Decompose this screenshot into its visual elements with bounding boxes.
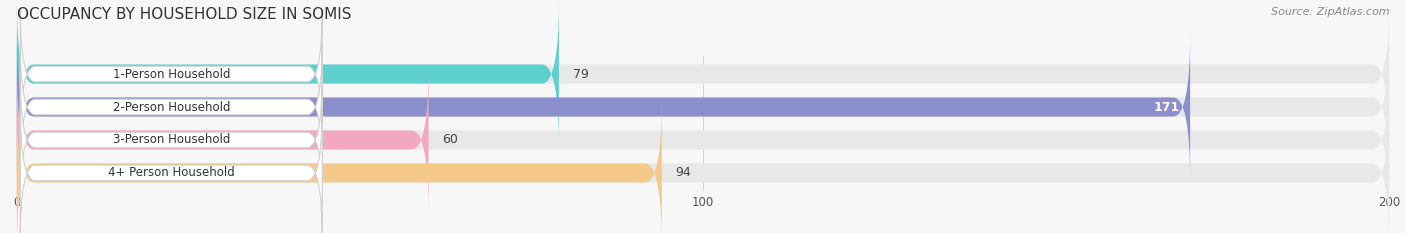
FancyBboxPatch shape <box>17 67 1389 213</box>
FancyBboxPatch shape <box>17 100 1389 233</box>
Text: Source: ZipAtlas.com: Source: ZipAtlas.com <box>1271 7 1389 17</box>
FancyBboxPatch shape <box>17 100 662 233</box>
Text: 79: 79 <box>572 68 589 81</box>
FancyBboxPatch shape <box>17 1 560 147</box>
Text: OCCUPANCY BY HOUSEHOLD SIZE IN SOMIS: OCCUPANCY BY HOUSEHOLD SIZE IN SOMIS <box>17 7 352 22</box>
Text: 171: 171 <box>1153 100 1180 113</box>
Text: 2-Person Household: 2-Person Household <box>112 100 231 113</box>
FancyBboxPatch shape <box>17 34 1189 180</box>
FancyBboxPatch shape <box>20 108 322 233</box>
Text: 60: 60 <box>443 134 458 147</box>
Text: 3-Person Household: 3-Person Household <box>112 134 231 147</box>
FancyBboxPatch shape <box>20 9 322 139</box>
FancyBboxPatch shape <box>17 67 429 213</box>
FancyBboxPatch shape <box>20 75 322 205</box>
FancyBboxPatch shape <box>17 34 1389 180</box>
Text: 4+ Person Household: 4+ Person Household <box>108 166 235 179</box>
FancyBboxPatch shape <box>20 42 322 172</box>
Text: 94: 94 <box>675 166 692 179</box>
Text: 1-Person Household: 1-Person Household <box>112 68 231 81</box>
FancyBboxPatch shape <box>17 1 1389 147</box>
